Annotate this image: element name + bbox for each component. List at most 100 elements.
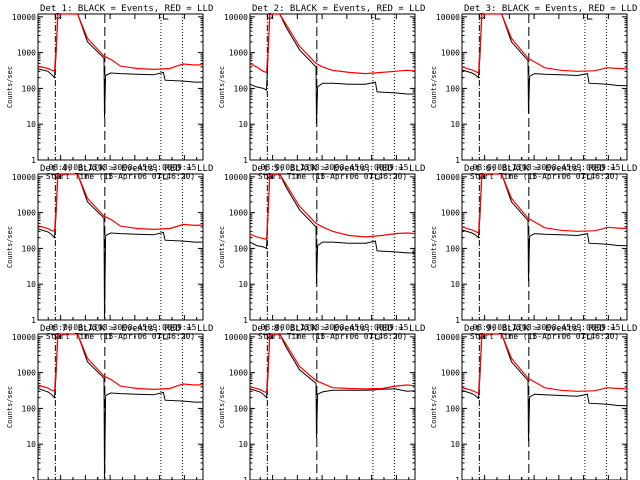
events-series-line — [250, 14, 415, 125]
y-axis-label: Counts/sec — [430, 66, 438, 108]
y-tick-label: 1 — [31, 316, 36, 325]
x-tick-label: 08:30 — [522, 323, 546, 332]
lld-series-line — [38, 14, 203, 73]
panel-title: Det 3: BLACK = Events, RED = LLD — [464, 4, 637, 14]
y-tick-label: 100 — [446, 244, 461, 253]
y-tick-label: 10 — [26, 440, 36, 449]
top-bracket-marker — [374, 174, 381, 180]
y-tick-label: 10000 — [224, 333, 248, 342]
y-tick-label: 10 — [26, 280, 36, 289]
x-axis-label: Start Time (15-Apr-06 07:46:20) — [46, 332, 195, 341]
y-tick-label: 100 — [22, 84, 37, 93]
x-tick-label: 08:15 — [497, 323, 521, 332]
plot-frame — [461, 333, 628, 480]
y-tick-label: 1 — [243, 316, 248, 325]
y-axis-label: Counts/sec — [430, 386, 438, 428]
lld-series-line — [38, 334, 203, 393]
x-tick-label: 09:15 — [384, 163, 408, 172]
detector-panel-4: Det 4: BLACK = Events, RED = LLD 1 10 100 10… — [6, 164, 213, 341]
x-tick-label: 08:15 — [285, 163, 309, 172]
y-tick-label: 1000 — [229, 49, 248, 58]
y-tick-label: 1 — [243, 476, 248, 480]
y-tick-label: 100 — [234, 244, 249, 253]
y-tick-label: 10 — [238, 440, 248, 449]
y-tick-label: 10000 — [224, 13, 248, 22]
x-tick-label: 08:15 — [285, 323, 309, 332]
y-tick-label: 10000 — [12, 333, 36, 342]
top-bracket-marker — [586, 14, 593, 20]
x-tick-label: 08:30 — [522, 163, 546, 172]
plot-frame — [461, 173, 628, 321]
y-tick-label: 10000 — [436, 173, 460, 182]
plot-frame — [37, 13, 204, 161]
lld-series-line — [462, 14, 627, 74]
y-tick-label: 1000 — [441, 209, 460, 218]
top-bracket-marker — [374, 14, 381, 20]
x-tick-label: 09:00 — [148, 323, 172, 332]
panel-title: Det 4: BLACK = Events, RED = LLD — [40, 164, 213, 174]
x-tick-label: 09:00 — [572, 323, 596, 332]
lld-series-line — [250, 334, 415, 394]
plot-frame — [461, 13, 628, 161]
x-axis-label: Start Time (15-Apr-06 07:46:20) — [258, 172, 407, 181]
y-tick-label: 100 — [22, 404, 37, 413]
panel-title: Det 7: BLACK = Events, RED = LLD — [40, 324, 213, 334]
detector-panel-2: Det 2: BLACK = Events, RED = LLD 1 10 100 10… — [218, 4, 425, 181]
x-tick-label: 08:15 — [73, 163, 97, 172]
x-tick-label: 08:30 — [310, 323, 334, 332]
detector-panel-7: Det 7: BLACK = Events, RED = LLD 1 10 100 10… — [6, 324, 213, 480]
x-tick-label: 08:45 — [547, 163, 571, 172]
plot-frame — [249, 333, 416, 480]
x-tick-label: 08:30 — [310, 163, 334, 172]
x-axis-label: Start Time (15-Apr-06 07:46:20) — [46, 172, 195, 181]
y-tick-label: 10000 — [436, 13, 460, 22]
y-tick-label: 100 — [234, 84, 249, 93]
y-tick-label: 1000 — [17, 369, 36, 378]
y-tick-label: 10 — [450, 280, 460, 289]
detector-panel-3: Det 3: BLACK = Events, RED = LLD 1 10 100 10… — [430, 4, 637, 181]
x-tick-label: 09:00 — [572, 163, 596, 172]
y-tick-label: 10000 — [436, 333, 460, 342]
top-bracket-marker — [374, 334, 381, 340]
x-tick-label: 08:00 — [49, 323, 73, 332]
panel-title: Det 8: BLACK = Events, RED = LLD — [252, 324, 425, 334]
y-tick-label: 10 — [26, 120, 36, 129]
lld-series-line — [250, 14, 415, 75]
x-tick-label: 08:15 — [497, 163, 521, 172]
detector-panel-9: Det 9: BLACK = Events, RED = LLD 1 10 100 10… — [430, 324, 637, 480]
top-bracket-marker — [162, 334, 169, 340]
panel-title: Det 9: BLACK = Events, RED = LLD — [464, 324, 637, 334]
x-tick-label: 08:00 — [261, 163, 285, 172]
x-tick-label: 09:15 — [172, 323, 196, 332]
y-tick-label: 10 — [450, 120, 460, 129]
panel-title: Det 6: BLACK = Events, RED = LLD — [464, 164, 637, 174]
lld-series-line — [250, 174, 415, 241]
y-tick-label: 10 — [450, 440, 460, 449]
x-tick-label: 09:00 — [148, 163, 172, 172]
y-tick-label: 1000 — [17, 209, 36, 218]
events-series-line — [38, 14, 203, 118]
y-tick-label: 1000 — [229, 209, 248, 218]
x-tick-label: 08:45 — [123, 163, 147, 172]
panel-title: Det 5: BLACK = Events, RED = LLD — [252, 164, 425, 174]
y-tick-label: 100 — [22, 244, 37, 253]
y-tick-label: 10000 — [12, 13, 36, 22]
y-tick-label: 10 — [238, 120, 248, 129]
lld-series-line — [38, 174, 203, 233]
x-axis-label: Start Time (15-Apr-06 07:46:20) — [470, 332, 619, 341]
top-bracket-marker — [162, 174, 169, 180]
x-tick-label: 08:45 — [335, 163, 359, 172]
detector-panel-1: Det 1: BLACK = Events, RED = LLD 1 10 100 10… — [6, 4, 213, 181]
x-tick-label: 08:30 — [98, 323, 122, 332]
x-tick-label: 08:45 — [335, 323, 359, 332]
x-tick-label: 08:45 — [547, 323, 571, 332]
x-tick-label: 09:15 — [384, 323, 408, 332]
top-bracket-marker — [162, 14, 169, 20]
y-tick-label: 100 — [446, 404, 461, 413]
y-axis-label: Counts/sec — [218, 66, 226, 108]
x-tick-label: 08:00 — [261, 323, 285, 332]
x-axis-label: Start Time (15-Apr-06 07:46:20) — [470, 172, 619, 181]
top-bracket-marker — [586, 334, 593, 340]
